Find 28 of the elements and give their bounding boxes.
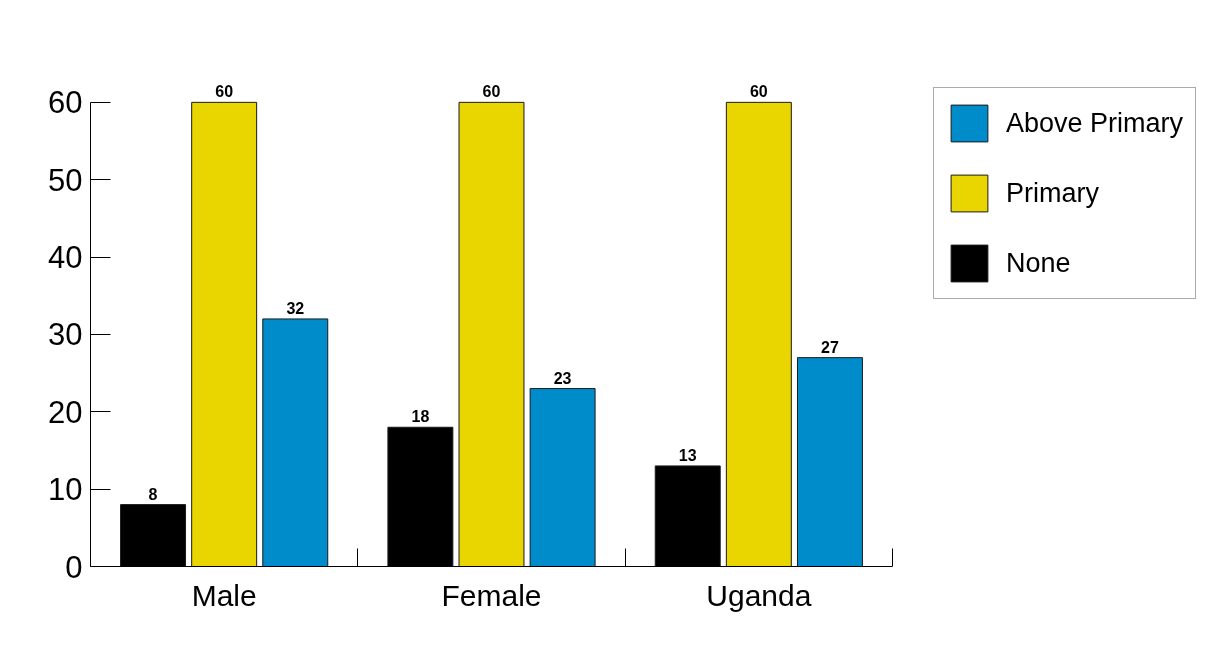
bar (458, 101, 525, 567)
data-label: 13 (678, 446, 697, 464)
data-label: 23 (553, 369, 572, 387)
data-label: 32 (286, 299, 305, 317)
x-tick-label: Female (441, 578, 542, 612)
legend-label: None (1006, 247, 1071, 279)
y-tick-label: 10 (48, 472, 83, 508)
data-label: 8 (148, 485, 158, 503)
data-label: 60 (482, 83, 501, 101)
legend-label: Above Primary (1006, 107, 1184, 139)
y-tick-label: 50 (48, 162, 83, 198)
data-label: 27 (821, 338, 839, 356)
x-tick-label: Male (191, 578, 257, 612)
y-tick-label: 0 (65, 549, 83, 585)
bar (529, 388, 596, 567)
y-tick-label: 30 (48, 317, 83, 353)
bar (725, 101, 792, 567)
bar (262, 318, 329, 567)
data-label: 60 (749, 83, 768, 101)
y-tick-label: 40 (48, 240, 83, 276)
bar (191, 101, 258, 567)
bar (796, 357, 863, 567)
x-tick-label: Uganda (706, 578, 812, 612)
y-tick-label: 20 (48, 394, 83, 430)
data-label: 18 (411, 408, 430, 426)
y-tick-label: 60 (48, 85, 83, 121)
legend-label: Primary (1006, 177, 1099, 209)
data-label: 60 (215, 83, 234, 101)
